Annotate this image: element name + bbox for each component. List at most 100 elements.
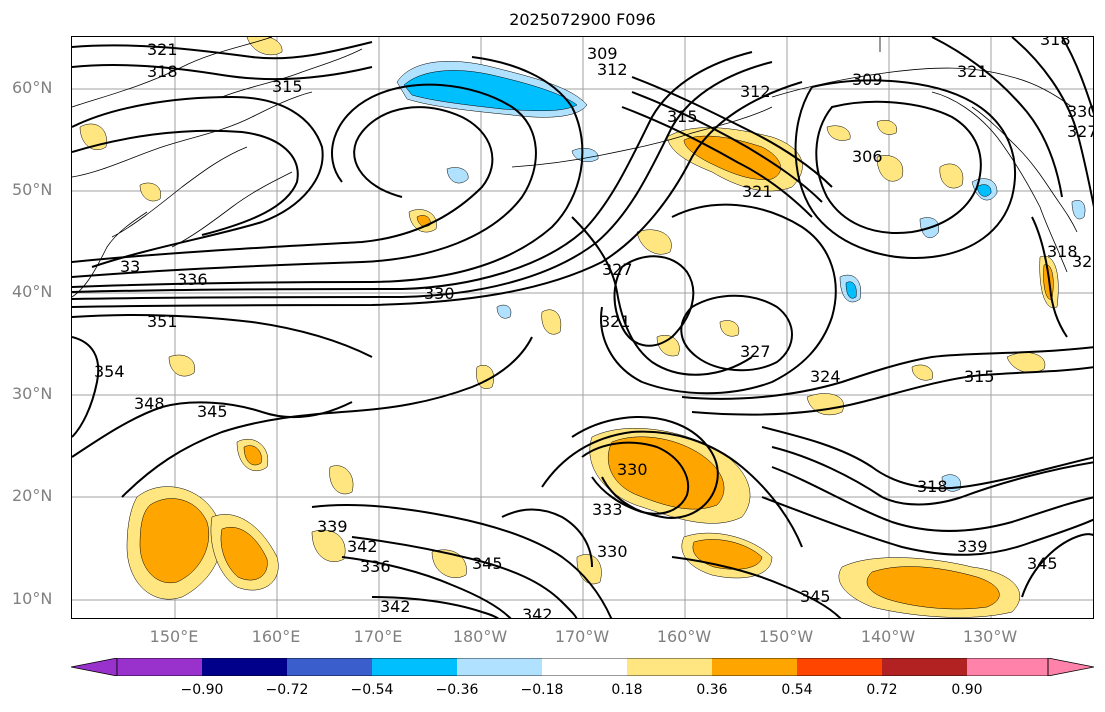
contour-label: 306 xyxy=(852,147,883,166)
shade-pos-central-1 xyxy=(636,229,672,255)
colorbar-tick-label: −0.72 xyxy=(265,682,309,698)
colorbar-swatch xyxy=(117,658,202,676)
positive-anomaly-shading xyxy=(79,37,1059,618)
shade-pos-sw-4 xyxy=(329,465,354,495)
colorbar-swatch xyxy=(542,658,627,676)
shade-pos-hawaii-mid xyxy=(607,436,725,510)
contour-south-1 xyxy=(311,504,613,618)
contour-south-4 xyxy=(501,508,593,568)
shade-pos-se-1-mid xyxy=(866,566,1000,610)
shade-pos-nw-1 xyxy=(246,37,283,56)
contour-central-321 xyxy=(613,255,695,347)
contour-label: 318 xyxy=(147,62,178,81)
contour-342-south xyxy=(351,536,578,618)
contour-label: 348 xyxy=(134,394,165,413)
contour-label: 315 xyxy=(667,107,698,126)
lon-label-140w: 140°W xyxy=(860,627,916,646)
contour-label: 327 xyxy=(740,342,771,361)
contour-south-3 xyxy=(371,596,500,618)
contour-label: 342 xyxy=(522,605,553,619)
contour-label: 315 xyxy=(964,367,995,386)
contour-label: 309 xyxy=(587,44,618,63)
shade-blue-coast xyxy=(1071,200,1086,220)
lon-label-180w: 180°W xyxy=(452,627,508,646)
lon-label-170w: 170°W xyxy=(554,627,610,646)
contour-label: 309 xyxy=(852,70,883,89)
contour-label: 327 xyxy=(602,260,633,279)
contour-label: 312 xyxy=(740,82,771,101)
lat-label-10n: 10°N xyxy=(12,589,53,608)
shade-pos-small-1b xyxy=(416,215,431,227)
contour-gulf-3 xyxy=(621,106,813,218)
shade-blue-small-1 xyxy=(446,167,469,184)
map-title: 2025072900 F096 xyxy=(509,10,656,29)
contour-339-east xyxy=(761,496,1093,556)
shade-pos-nw-3 xyxy=(139,182,162,202)
colorbar-extend-low xyxy=(70,657,118,677)
contour-label: 345 xyxy=(1027,554,1058,573)
shade-pos-central-4 xyxy=(719,320,740,337)
contour-ne-321 xyxy=(931,37,1063,198)
shade-pos-east-1 xyxy=(1006,352,1046,373)
contour-label: 354 xyxy=(94,362,125,381)
shade-pos-east-2 xyxy=(911,364,934,381)
contour-label: 321 xyxy=(742,182,773,201)
contour-jet-3 xyxy=(72,81,803,308)
shade-pos-hawaii-east-mid xyxy=(692,539,763,570)
shade-pos-ne-3 xyxy=(826,125,851,141)
contour-label: 318 xyxy=(1040,37,1071,49)
contour-label: 318 xyxy=(917,477,948,496)
colorbar-tick-label: 0.90 xyxy=(951,682,983,698)
lat-label-40n: 40°N xyxy=(12,282,53,301)
contour-label: 330 xyxy=(597,542,628,561)
contour-jet-2 xyxy=(72,61,773,300)
lon-label-130w: 130°W xyxy=(962,627,1018,646)
contour-label: 312 xyxy=(597,60,628,79)
shade-pos-sw-1-mid xyxy=(139,498,209,584)
contour-354 xyxy=(72,336,100,438)
colorbar-swatch xyxy=(797,658,882,676)
contour-315 xyxy=(691,366,1093,416)
contour-label: 324 xyxy=(810,367,841,386)
shade-pos-sw-2-mid xyxy=(220,527,268,581)
colorbar-tick-label: −0.18 xyxy=(520,682,564,698)
lat-label-50n: 50°N xyxy=(12,180,53,199)
contour-coast-318 xyxy=(1031,216,1068,338)
shade-blue-sub-1 xyxy=(496,304,512,319)
shade-pos-sw-6 xyxy=(168,354,195,377)
colorbar-tick-label: 0.18 xyxy=(611,682,643,698)
colorbar-swatch xyxy=(967,658,1048,676)
coastlines xyxy=(72,37,1078,298)
contour-label: 318 xyxy=(1047,242,1078,261)
contour-label: 342 xyxy=(347,537,378,556)
lat-label-30n: 30°N xyxy=(12,384,53,403)
map-panel: 321 318 315 309 312 312 309 315 321 306 … xyxy=(71,36,1094,619)
contour-label: 330 xyxy=(1067,102,1094,121)
shade-blue-ne-5 xyxy=(845,281,857,299)
lon-label-150e: 150°E xyxy=(149,627,199,646)
contour-central-loop xyxy=(600,203,837,395)
lon-label-160e: 160°E xyxy=(251,627,301,646)
colorbar-swatch xyxy=(882,658,967,676)
contour-label: 339 xyxy=(317,517,348,536)
contour-label: 345 xyxy=(197,402,228,421)
coast-kamchatka xyxy=(171,48,363,248)
contour-330 xyxy=(72,56,584,288)
lon-label-170e: 170°E xyxy=(353,627,403,646)
contour-label: 333 xyxy=(592,500,623,519)
contour-345-east xyxy=(1021,533,1093,598)
coast-asia xyxy=(72,37,313,298)
contour-central-1 xyxy=(571,216,753,376)
coast-bc xyxy=(971,106,1078,233)
contour-subtrop-1 xyxy=(761,426,1093,490)
contour-351 xyxy=(72,313,373,358)
shade-pos-central-3 xyxy=(656,335,680,357)
contour-345-south xyxy=(671,556,842,618)
coast-aleutians xyxy=(511,106,773,168)
contour-hawaii-333 xyxy=(581,441,690,515)
contour-label: 321 xyxy=(957,62,988,81)
contour-ne-306 xyxy=(815,100,982,234)
colorbar-swatch xyxy=(202,658,287,676)
colorbar xyxy=(70,657,1095,677)
contour-ne-309 xyxy=(794,79,1017,259)
